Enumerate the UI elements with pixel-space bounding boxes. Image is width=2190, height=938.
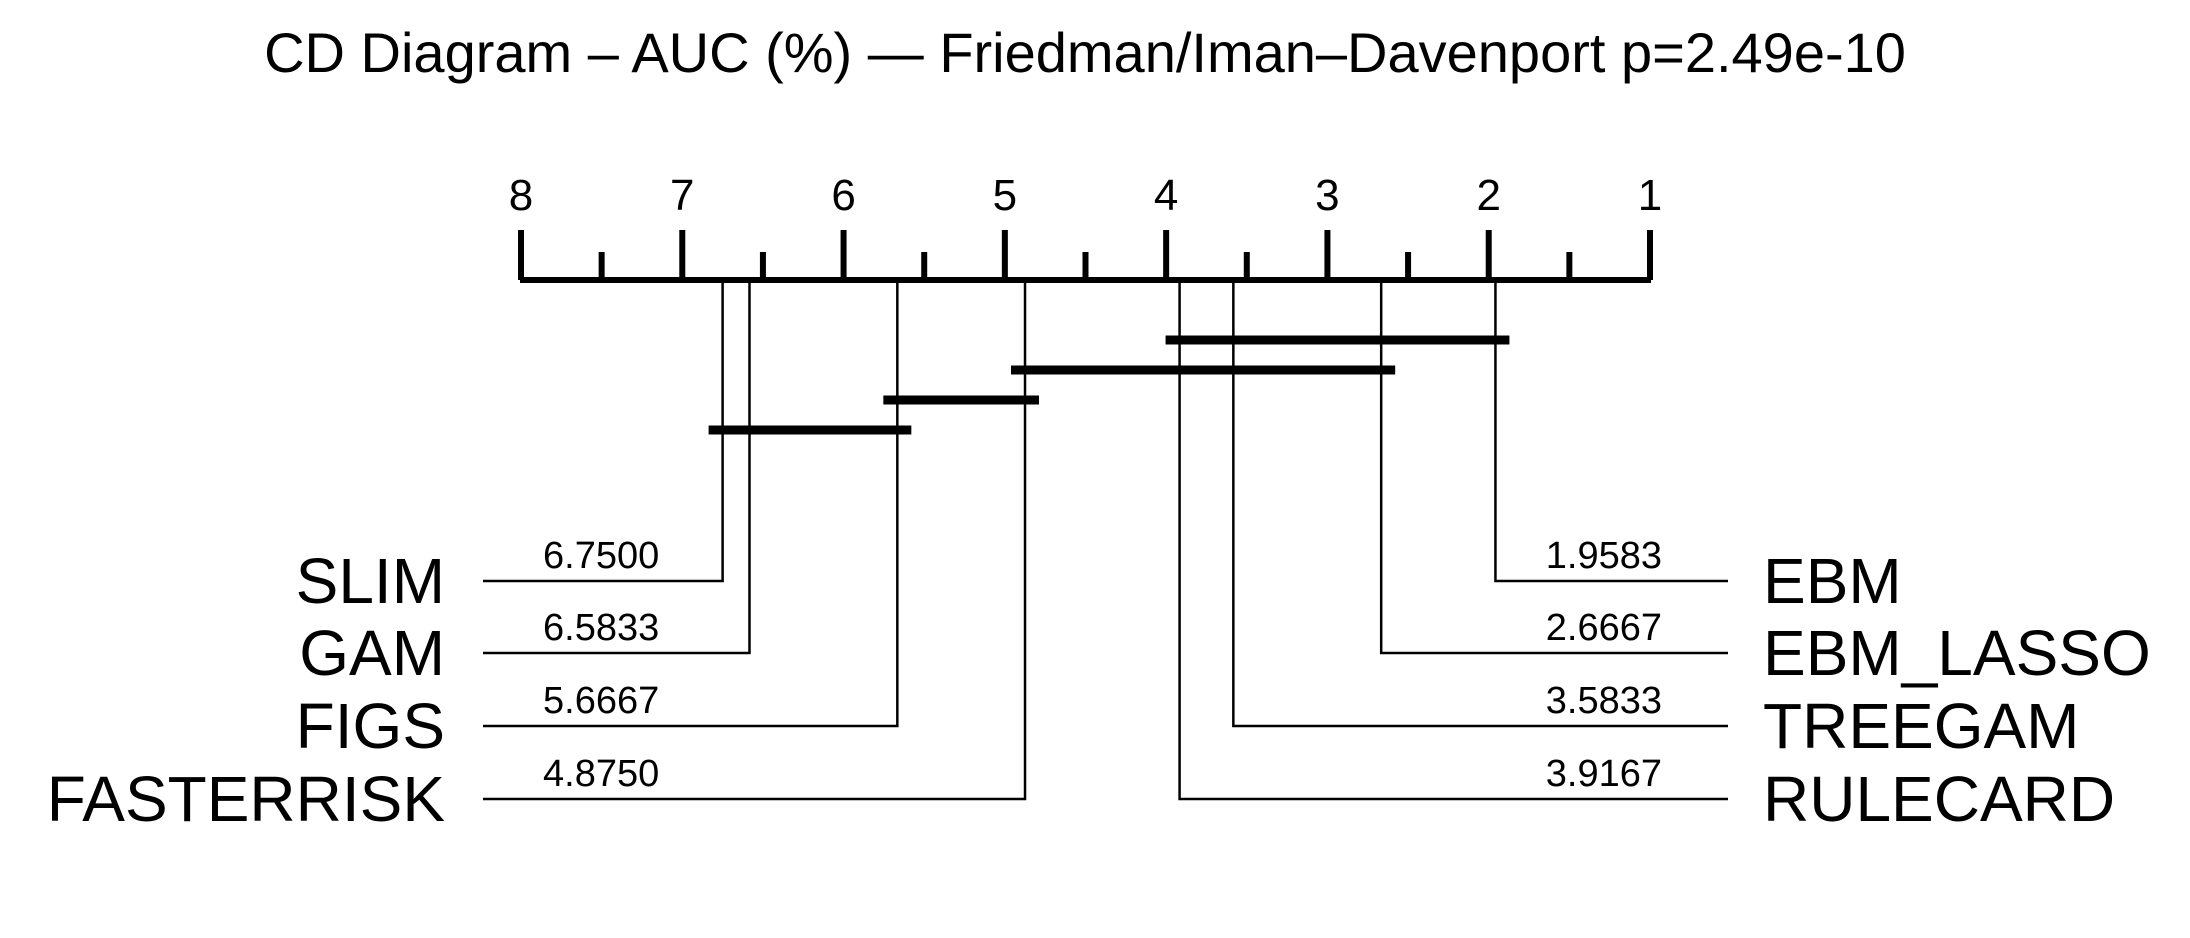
rank-axis: 8 7 6 5 4 3 2 1	[509, 171, 1662, 283]
method-name-label: FIGS	[296, 690, 445, 762]
axis-tick-label: 4	[1154, 171, 1178, 220]
axis-tick-label: 3	[1315, 171, 1339, 220]
method-name-label: TREEGAM	[1763, 690, 2079, 762]
method-line	[1494, 280, 1728, 583]
method-name-label: RULECARD	[1763, 763, 2115, 835]
method-name-label: SLIM	[296, 545, 445, 617]
method-line	[483, 280, 751, 655]
method-line	[1232, 280, 1728, 728]
axis-tick-label: 8	[509, 171, 533, 220]
rank-value-label: 1.9583	[1546, 535, 1662, 577]
axis-tick-label: 5	[993, 171, 1017, 220]
axis-tick-label: 6	[831, 171, 855, 220]
method-line	[1178, 280, 1728, 801]
method-name-label: FASTERRISK	[47, 763, 445, 835]
method-name-label: GAM	[299, 617, 445, 689]
method-line	[1379, 280, 1728, 655]
rank-value-label: 2.6667	[1546, 607, 1662, 649]
rank-value-label: 4.8750	[543, 753, 659, 795]
rank-value-label: 3.9167	[1546, 753, 1662, 795]
rank-value-label: 5.6667	[543, 680, 659, 722]
axis-tick-label: 7	[670, 171, 694, 220]
chart-title: CD Diagram – AUC (%) — Friedman/Iman–Dav…	[264, 21, 1906, 84]
method-name-label: EBM_LASSO	[1763, 617, 2151, 689]
rank-value-label: 6.7500	[543, 535, 659, 577]
rank-value-label: 6.5833	[543, 607, 659, 649]
method-line	[483, 280, 1027, 801]
clique-bars	[708, 335, 1510, 435]
method-lines: 6.7500 SLIM 6.5833 GAM 5.6667 FIGS 4.8750 FASTE…	[47, 280, 2151, 835]
method-line	[483, 280, 724, 583]
axis-tick-label: 2	[1476, 171, 1500, 220]
method-line	[483, 280, 899, 728]
rank-value-label: 3.5833	[1546, 680, 1662, 722]
axis-tick-label: 1	[1638, 171, 1662, 220]
method-name-label: EBM	[1763, 545, 1902, 617]
